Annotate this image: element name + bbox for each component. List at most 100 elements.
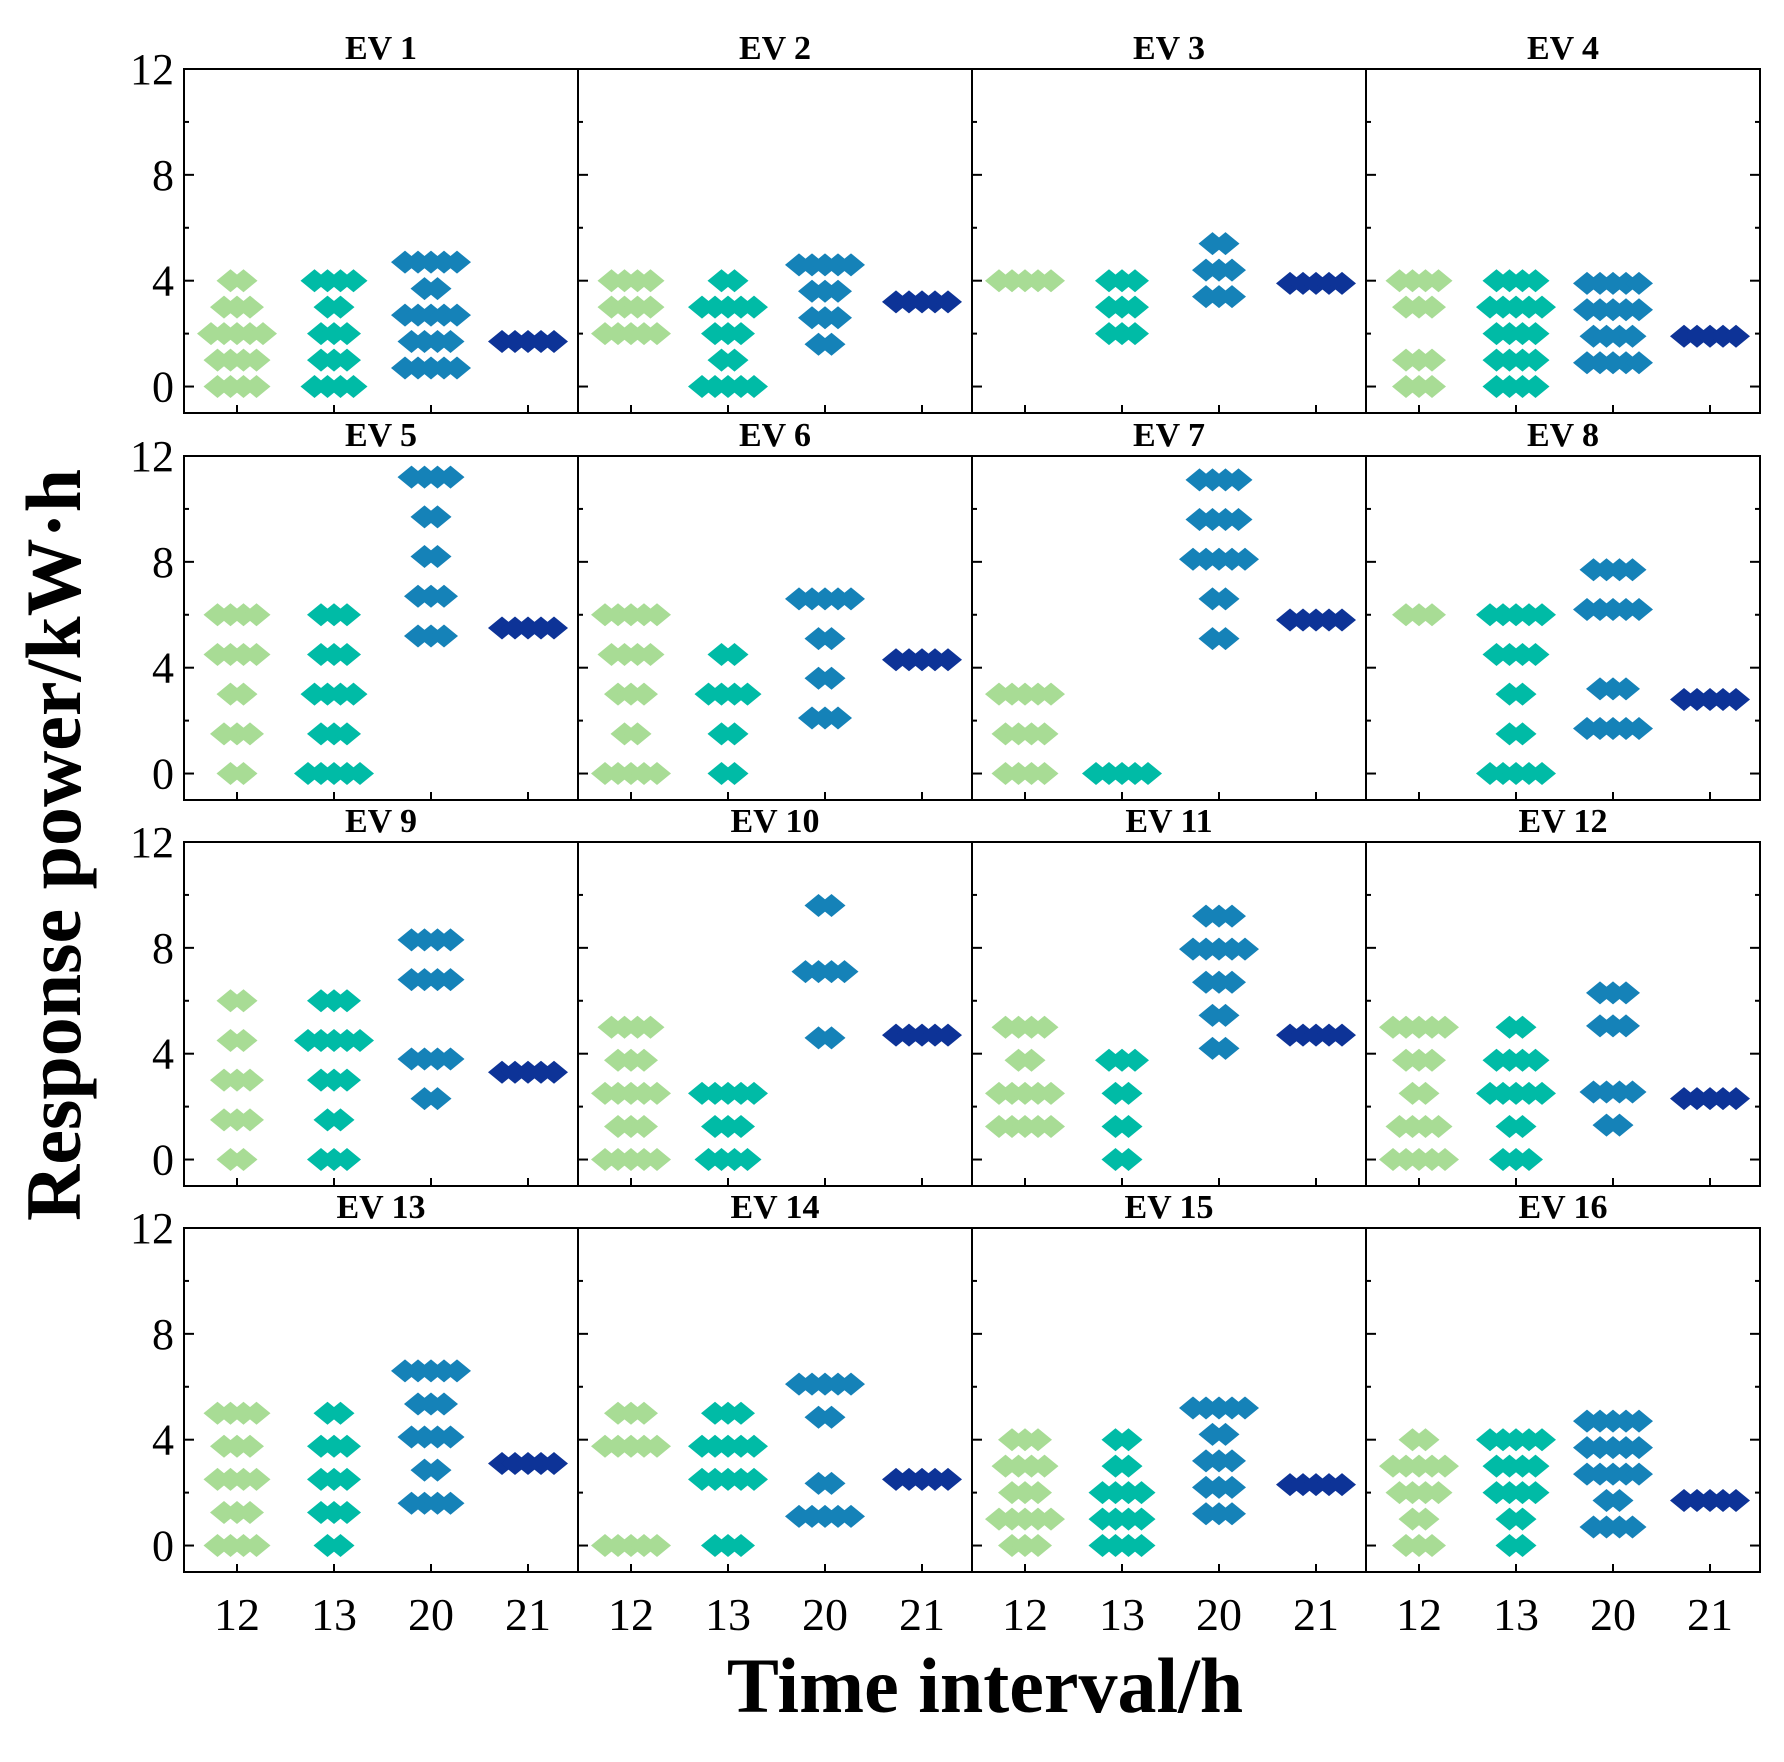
x-tick-label: 20 bbox=[408, 1589, 454, 1640]
panel-title: EV 8 bbox=[1527, 417, 1599, 454]
data-point bbox=[333, 642, 361, 666]
data-point bbox=[249, 322, 277, 346]
data-point bbox=[1418, 1534, 1446, 1558]
data-point bbox=[1528, 1081, 1556, 1105]
data-point bbox=[1508, 1534, 1537, 1558]
data-point bbox=[229, 682, 258, 706]
data-point bbox=[229, 1148, 258, 1172]
data-point bbox=[636, 295, 665, 319]
data-point bbox=[346, 762, 374, 786]
data-point bbox=[817, 1405, 846, 1429]
data-point bbox=[1625, 271, 1653, 295]
data-point bbox=[443, 303, 471, 327]
data-point bbox=[1508, 682, 1537, 706]
data-point bbox=[242, 1401, 271, 1425]
data-point bbox=[837, 253, 865, 277]
panel-title: EV 15 bbox=[1124, 1189, 1213, 1226]
y-tick-label: 12 bbox=[130, 1204, 174, 1253]
data-point bbox=[1231, 1396, 1259, 1420]
panel-frame bbox=[577, 68, 973, 414]
panel-title: EV 1 bbox=[345, 30, 417, 67]
data-point bbox=[1521, 375, 1550, 399]
data-point bbox=[727, 1534, 755, 1558]
data-point bbox=[333, 989, 361, 1013]
data-point bbox=[740, 375, 768, 399]
panel-10: EV 10 bbox=[577, 803, 973, 1187]
data-point bbox=[1127, 1507, 1156, 1531]
panel-1: EV 1 0 4 8 12 bbox=[130, 30, 579, 414]
panel-title: EV 9 bbox=[345, 803, 417, 840]
data-point bbox=[720, 762, 749, 786]
data-point bbox=[1521, 322, 1550, 346]
data-point bbox=[436, 928, 465, 952]
data-point bbox=[733, 682, 762, 706]
x-tick-label: 12 bbox=[1396, 1589, 1442, 1640]
data-point bbox=[1024, 1481, 1052, 1505]
data-point bbox=[817, 1026, 846, 1050]
data-point bbox=[1328, 271, 1356, 295]
data-point bbox=[1121, 269, 1149, 293]
panel-frame bbox=[1365, 1227, 1761, 1573]
data-point bbox=[1218, 1449, 1246, 1473]
data-point bbox=[1224, 508, 1253, 532]
data-point bbox=[1528, 762, 1556, 786]
data-point bbox=[740, 295, 768, 319]
data-point bbox=[1037, 682, 1065, 706]
data-point bbox=[339, 682, 368, 706]
data-point bbox=[436, 1491, 465, 1515]
data-point bbox=[540, 330, 568, 354]
y-tick-label: 0 bbox=[152, 1136, 174, 1185]
data-point bbox=[236, 295, 264, 319]
data-point bbox=[236, 722, 264, 746]
panel-6: EV 6 bbox=[577, 417, 973, 801]
data-point bbox=[1211, 1036, 1240, 1060]
data-point bbox=[1411, 1081, 1440, 1105]
data-point bbox=[1114, 1454, 1143, 1478]
data-point bbox=[333, 1434, 361, 1458]
x-tick-label: 20 bbox=[1590, 1589, 1636, 1640]
panel-8: EV 8 bbox=[1365, 417, 1761, 801]
data-point bbox=[1418, 1048, 1446, 1072]
data-point bbox=[1030, 1454, 1059, 1478]
data-point bbox=[236, 1500, 264, 1524]
data-point bbox=[1114, 1114, 1143, 1138]
panel-frame bbox=[1365, 68, 1761, 414]
data-point bbox=[1121, 1048, 1149, 1072]
x-tick-label: 12 bbox=[608, 1589, 654, 1640]
data-point bbox=[1528, 603, 1556, 627]
data-point bbox=[242, 375, 271, 399]
data-point bbox=[1618, 1515, 1647, 1539]
data-point bbox=[436, 330, 465, 354]
data-point bbox=[1521, 269, 1550, 293]
data-point bbox=[1625, 1436, 1653, 1460]
data-point bbox=[1528, 1428, 1556, 1452]
data-point bbox=[630, 682, 658, 706]
panel-frame bbox=[577, 455, 973, 801]
panel-4: EV 4 bbox=[1365, 30, 1761, 414]
x-axis-label: Time interval/h bbox=[727, 1642, 1243, 1729]
data-point bbox=[242, 1534, 271, 1558]
data-point bbox=[1218, 970, 1246, 994]
data-point bbox=[1618, 324, 1647, 348]
data-point bbox=[1722, 1489, 1750, 1513]
data-point bbox=[333, 348, 361, 372]
data-point bbox=[430, 1392, 458, 1416]
data-point bbox=[636, 642, 665, 666]
data-point bbox=[326, 1401, 355, 1425]
data-point bbox=[1508, 1114, 1537, 1138]
data-point bbox=[436, 1425, 465, 1449]
panel-frame bbox=[183, 841, 579, 1187]
data-point bbox=[1121, 295, 1149, 319]
panel-title: EV 2 bbox=[739, 30, 811, 67]
panel-frame bbox=[971, 68, 1367, 414]
data-point bbox=[837, 1504, 865, 1528]
data-point bbox=[1424, 1114, 1453, 1138]
data-point bbox=[1218, 258, 1246, 282]
data-point bbox=[1114, 1428, 1143, 1452]
panel-title: EV 6 bbox=[739, 417, 811, 454]
data-point bbox=[1224, 468, 1253, 492]
data-point bbox=[229, 989, 258, 1013]
data-point bbox=[817, 894, 846, 918]
